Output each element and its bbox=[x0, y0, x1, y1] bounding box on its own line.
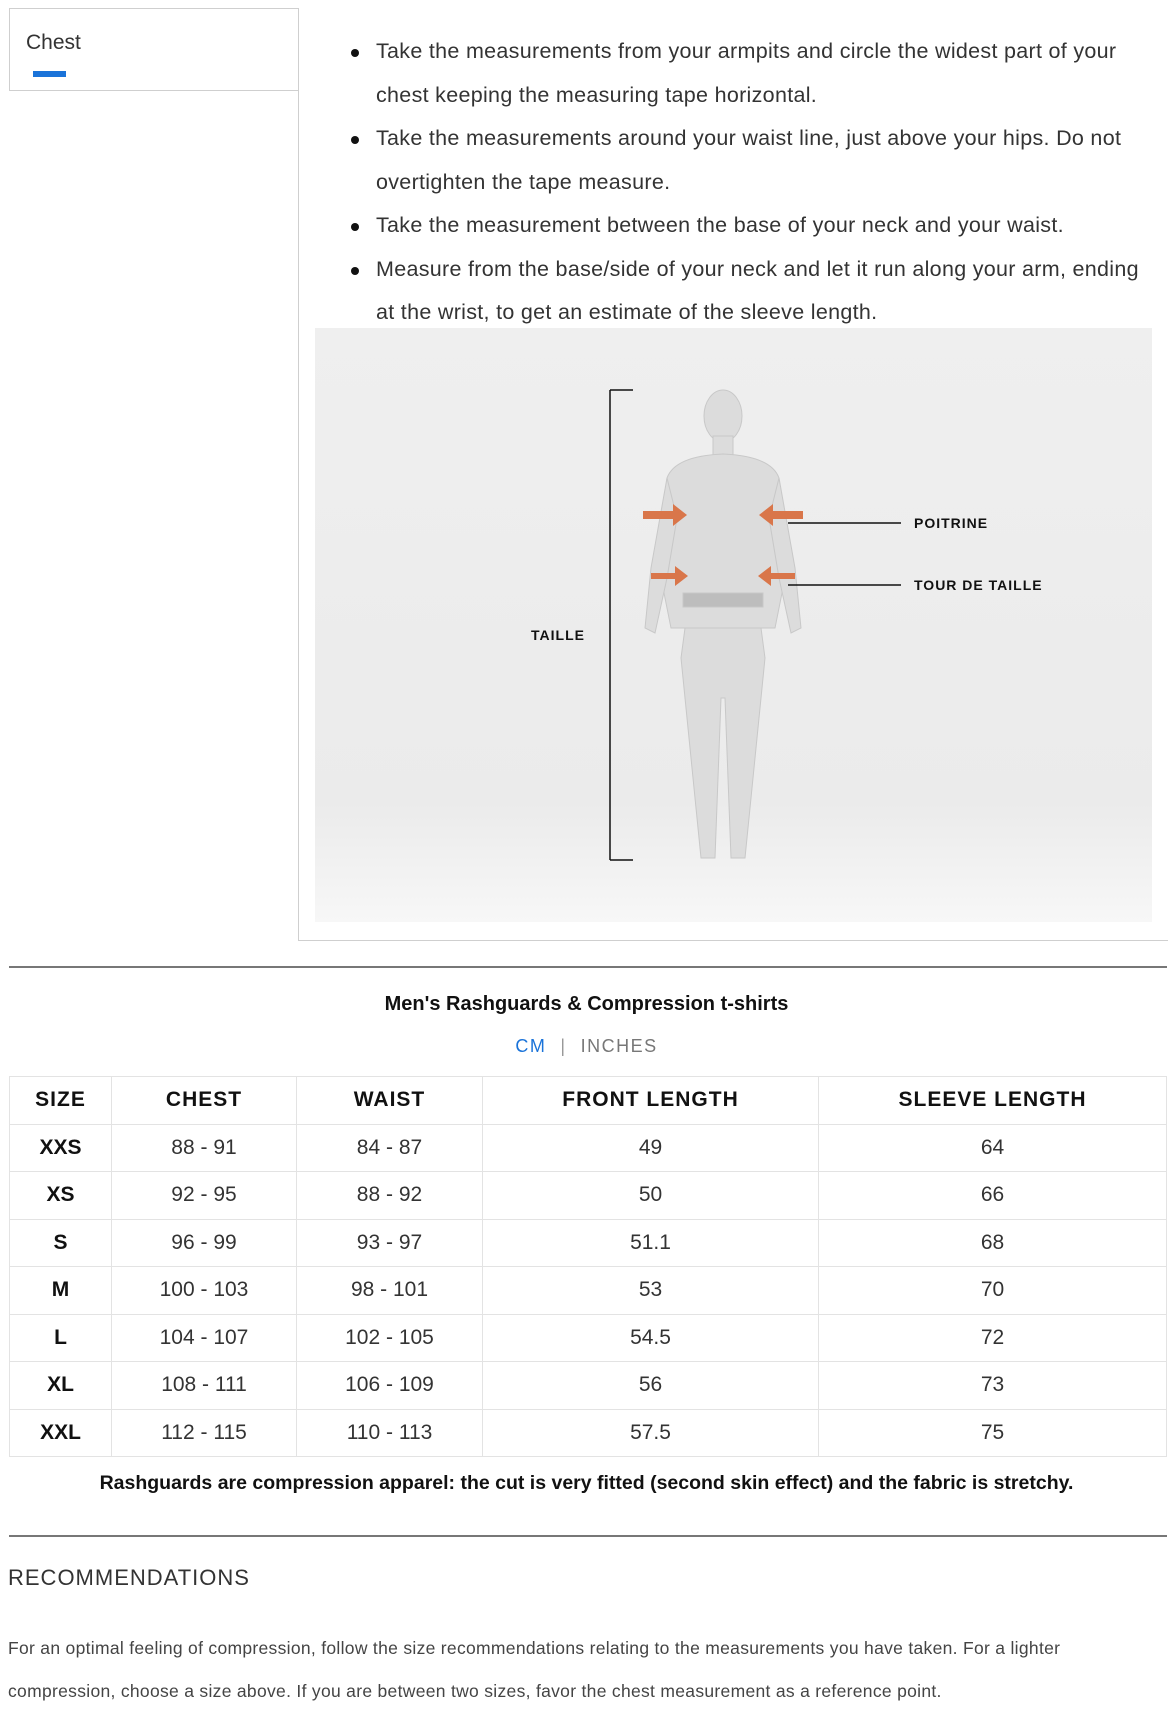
cell-size: M bbox=[9, 1266, 112, 1315]
cell-waist: 88 - 92 bbox=[296, 1171, 483, 1220]
cell-front-length: 54.5 bbox=[482, 1313, 819, 1362]
label-waist: TOUR DE TAILLE bbox=[914, 577, 1043, 593]
cell-size: L bbox=[9, 1313, 112, 1362]
cell-sleeve-length: 64 bbox=[818, 1123, 1167, 1172]
cell-chest: 92 - 95 bbox=[111, 1171, 297, 1220]
unit-cm-button[interactable]: CM bbox=[515, 1036, 547, 1056]
unit-inches-button[interactable]: INCHES bbox=[580, 1036, 658, 1056]
recommendations-text: For an optimal feeling of compression, f… bbox=[8, 1638, 1061, 1701]
cell-size: XXS bbox=[9, 1123, 112, 1172]
measure-lines bbox=[609, 389, 901, 861]
cell-sleeve-length: 73 bbox=[818, 1361, 1167, 1410]
label-height: TAILLE bbox=[531, 627, 585, 643]
cell-waist: 84 - 87 bbox=[296, 1123, 483, 1172]
cell-waist: 98 - 101 bbox=[296, 1266, 483, 1315]
cell-chest: 108 - 111 bbox=[111, 1361, 297, 1410]
table-row: S 96 - 99 93 - 97 51.1 68 bbox=[9, 1218, 1167, 1267]
recommendations-title: RECOMMENDATIONS bbox=[8, 1565, 250, 1590]
unit-separator: | bbox=[560, 1036, 567, 1056]
instruction-waist: Take the measurements around your waist … bbox=[351, 117, 1151, 204]
cell-size: XS bbox=[9, 1171, 112, 1220]
instructions-list: Take the measurements from your armpits … bbox=[351, 30, 1151, 335]
table-row: L 104 - 107 102 - 105 54.5 72 bbox=[9, 1313, 1167, 1362]
table-row: XL 108 - 111 106 - 109 56 73 bbox=[9, 1361, 1167, 1410]
label-chest: POITRINE bbox=[914, 515, 988, 531]
cell-front-length: 57.5 bbox=[482, 1408, 819, 1457]
header-chest: CHEST bbox=[111, 1076, 297, 1125]
cell-front-length: 53 bbox=[482, 1266, 819, 1315]
size-chart-table: SIZE CHEST WAIST FRONT LENGTH SLEEVE LEN… bbox=[9, 1076, 1167, 1457]
instruction-sleeve-length: Measure from the base/side of your neck … bbox=[351, 248, 1151, 335]
table-header-row: SIZE CHEST WAIST FRONT LENGTH SLEEVE LEN… bbox=[9, 1076, 1167, 1125]
cell-waist: 102 - 105 bbox=[296, 1313, 483, 1362]
cell-size: XXL bbox=[9, 1408, 112, 1457]
divider bbox=[9, 966, 1167, 968]
cell-waist: 106 - 109 bbox=[296, 1361, 483, 1410]
cell-chest: 96 - 99 bbox=[111, 1218, 297, 1267]
instruction-front-length: Take the measurement between the base of… bbox=[351, 204, 1151, 248]
cell-chest: 104 - 107 bbox=[111, 1313, 297, 1362]
active-tab-indicator bbox=[33, 71, 66, 77]
table-row: M 100 - 103 98 - 101 53 70 bbox=[9, 1266, 1167, 1315]
cell-size: S bbox=[9, 1218, 112, 1267]
cell-size: XL bbox=[9, 1361, 112, 1410]
unit-toggle: CM | INCHES bbox=[0, 1036, 1173, 1057]
header-waist: WAIST bbox=[296, 1076, 483, 1125]
tab-label: Chest bbox=[26, 31, 81, 54]
cell-sleeve-length: 72 bbox=[818, 1313, 1167, 1362]
mannequin bbox=[644, 389, 802, 859]
cell-chest: 112 - 115 bbox=[111, 1408, 297, 1457]
cell-sleeve-length: 70 bbox=[818, 1266, 1167, 1315]
cell-front-length: 49 bbox=[482, 1123, 819, 1172]
cell-sleeve-length: 75 bbox=[818, 1408, 1167, 1457]
cell-front-length: 56 bbox=[482, 1361, 819, 1410]
cell-sleeve-length: 66 bbox=[818, 1171, 1167, 1220]
table-row: XXL 112 - 115 110 - 113 57.5 75 bbox=[9, 1408, 1167, 1457]
cell-front-length: 50 bbox=[482, 1171, 819, 1220]
cell-front-length: 51.1 bbox=[482, 1218, 819, 1267]
waist-arrows-icon bbox=[651, 566, 795, 586]
table-row: XS 92 - 95 88 - 92 50 66 bbox=[9, 1171, 1167, 1220]
size-chart-title: Men's Rashguards & Compression t-shirts bbox=[384, 993, 789, 1015]
chest-arrows-icon bbox=[643, 504, 803, 526]
header-front-length: FRONT LENGTH bbox=[482, 1076, 819, 1125]
cell-chest: 100 - 103 bbox=[111, 1266, 297, 1315]
table-row: XXS 88 - 91 84 - 87 49 64 bbox=[9, 1123, 1167, 1172]
fit-note: Rashguards are compression apparel: the … bbox=[99, 1472, 1074, 1494]
measurement-guide-panel: Take the measurements from your armpits … bbox=[298, 8, 1168, 941]
header-sleeve-length: SLEEVE LENGTH bbox=[818, 1076, 1167, 1125]
cell-waist: 110 - 113 bbox=[296, 1408, 483, 1457]
cell-sleeve-length: 68 bbox=[818, 1218, 1167, 1267]
cell-chest: 88 - 91 bbox=[111, 1123, 297, 1172]
header-size: SIZE bbox=[9, 1076, 112, 1125]
cell-waist: 93 - 97 bbox=[296, 1218, 483, 1267]
body-measurement-figure: TAILLE POITRINE TOUR DE TAILLE bbox=[315, 328, 1152, 922]
tab-chest[interactable]: Chest bbox=[9, 8, 298, 91]
divider bbox=[9, 1535, 1167, 1537]
instruction-chest: Take the measurements from your armpits … bbox=[351, 30, 1151, 117]
